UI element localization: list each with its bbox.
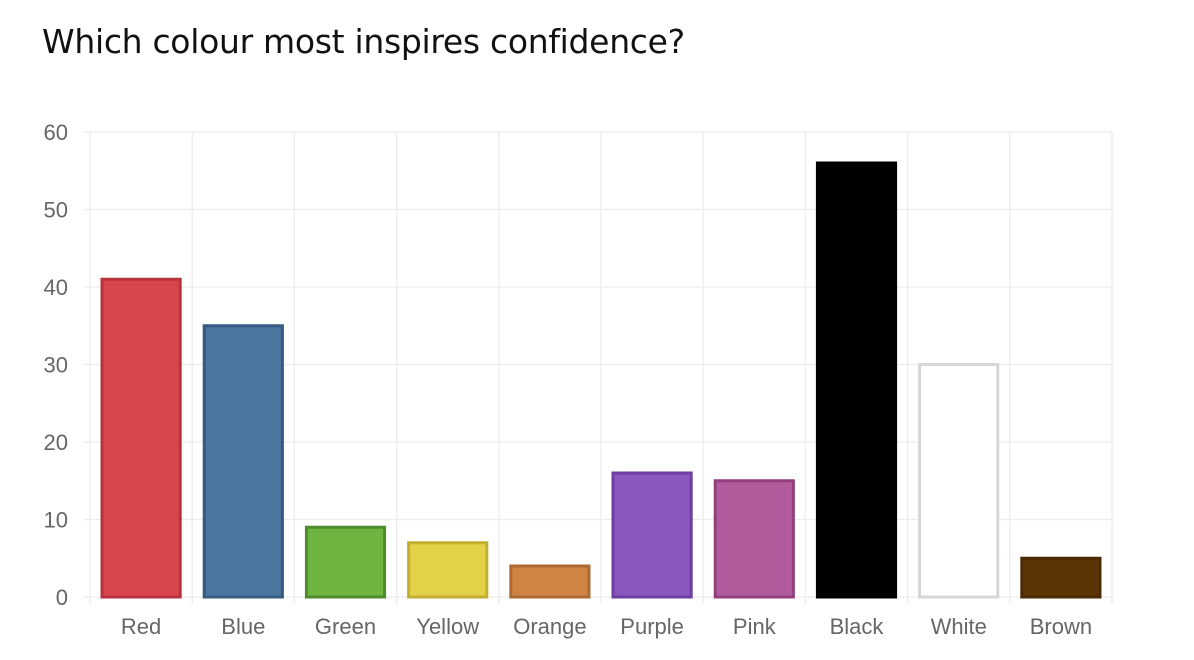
y-tick-label: 20 (44, 430, 68, 455)
x-tick-label: Blue (221, 614, 265, 639)
x-tick-label: Purple (620, 614, 684, 639)
x-tick-label: Red (121, 614, 161, 639)
tick-labels: 0 10 20 30 40 50 60 Red Blue Green Yellow Orange Pur… (44, 120, 1093, 639)
bar-black (815, 161, 898, 599)
x-tick-label: White (931, 614, 987, 639)
x-tick-label: Orange (513, 614, 586, 639)
bar-pink (713, 479, 795, 599)
x-tick-label: Brown (1030, 614, 1092, 639)
bar-white (918, 363, 1000, 599)
bar-orange (509, 564, 591, 599)
y-tick-label: 60 (44, 120, 68, 145)
bar-brown (1020, 556, 1102, 599)
x-tick-label: Yellow (416, 614, 479, 639)
bar-green (304, 525, 387, 599)
x-tick-label: Black (830, 614, 885, 639)
bars (100, 161, 1102, 599)
y-tick-label: 30 (44, 353, 68, 378)
x-tick-label: Pink (733, 614, 777, 639)
y-tick-label: 10 (44, 508, 68, 533)
y-tick-label: 50 (44, 198, 68, 223)
bar-yellow (407, 541, 489, 599)
bar-red (100, 277, 182, 599)
bar-blue (202, 324, 284, 599)
x-tick-label: Green (315, 614, 376, 639)
y-tick-label: 40 (44, 275, 68, 300)
y-tick-label: 0 (56, 585, 68, 610)
bar-purple (611, 471, 693, 599)
chart-title: Which colour most inspires confidence? (42, 22, 685, 61)
